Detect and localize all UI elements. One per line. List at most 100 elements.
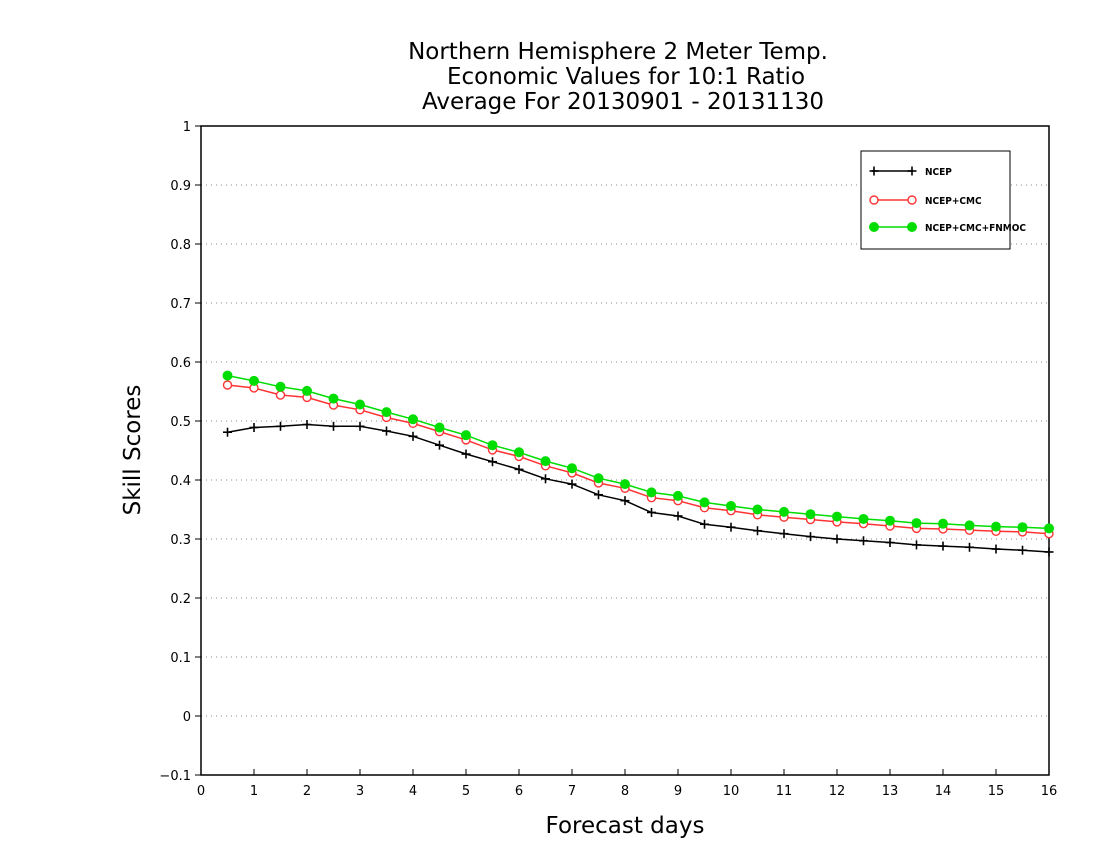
data-point — [435, 440, 444, 450]
gridlines — [201, 184, 1049, 717]
data-point — [647, 507, 656, 517]
y-tick-label: 1 — [183, 120, 191, 135]
x-tick-label: 9 — [674, 784, 682, 799]
x-tick-label: 13 — [882, 784, 899, 799]
x-tick-label: 3 — [356, 784, 364, 799]
data-point — [328, 393, 339, 404]
x-tick-label: 0 — [197, 784, 205, 799]
data-point — [885, 538, 895, 548]
axis-ticks: −0.100.10.20.30.40.50.60.70.80.910 1 2 3 4 5 6… — [159, 120, 1057, 799]
data-point — [408, 431, 418, 441]
data-point — [382, 426, 391, 436]
data-point — [991, 521, 1001, 532]
data-point — [488, 457, 497, 467]
data-point — [514, 447, 524, 458]
data-point — [461, 430, 471, 441]
legend-marker-right — [907, 166, 917, 176]
data-point — [646, 487, 657, 498]
legend-label: NCEP+CMC — [925, 196, 982, 207]
y-tick-label: 0.8 — [170, 238, 191, 253]
data-point — [567, 479, 577, 489]
y-tick-label: 0.6 — [170, 356, 191, 371]
data-point — [1044, 547, 1054, 557]
data-point — [329, 421, 338, 431]
legend-entry: NCEP — [869, 166, 952, 178]
data-point — [408, 414, 418, 425]
data-point — [673, 490, 683, 501]
series-line — [227, 384, 1050, 535]
data-point — [302, 385, 312, 396]
x-tick-label: 14 — [935, 784, 952, 799]
legend-entry: NCEP+CMC+FNMOC — [869, 222, 1026, 234]
legend-label: NCEP+CMC+FNMOC — [925, 223, 1026, 234]
data-point — [1044, 523, 1054, 534]
data-point — [381, 407, 392, 418]
x-tick-label: 5 — [462, 784, 470, 799]
data-point — [885, 515, 895, 526]
x-tick-label: 11 — [776, 784, 793, 799]
data-point — [223, 427, 232, 437]
data-point — [461, 449, 471, 459]
y-tick-label: 0.5 — [170, 415, 191, 430]
data-point — [779, 529, 789, 539]
data-point — [991, 544, 1001, 554]
data-point — [673, 511, 683, 521]
y-tick-label: 0.2 — [170, 592, 191, 607]
y-tick-label: 0 — [183, 710, 191, 725]
data-point — [620, 479, 630, 490]
data-point — [249, 422, 259, 432]
data-point — [302, 420, 312, 430]
data-point — [805, 509, 816, 520]
data-point — [964, 520, 975, 531]
x-tick-label: 7 — [568, 784, 576, 799]
x-tick-label: 2 — [303, 784, 311, 799]
y-tick-label: 0.1 — [170, 651, 191, 666]
data-point — [355, 399, 365, 410]
data-point — [355, 421, 365, 431]
y-tick-label: 0.4 — [170, 474, 191, 489]
x-tick-label: 8 — [621, 784, 629, 799]
data-point — [832, 511, 842, 522]
y-tick-label: 0.9 — [170, 179, 191, 194]
data-point — [859, 536, 868, 546]
data-point — [275, 381, 286, 392]
x-tick-label: 12 — [829, 784, 846, 799]
data-point — [779, 506, 789, 517]
title-line-2: Economic Values for 10:1 Ratio — [447, 64, 805, 90]
data-point — [858, 513, 869, 524]
data-point — [620, 496, 630, 506]
series-1 — [223, 420, 1054, 557]
data-point — [275, 390, 286, 400]
data-point — [222, 370, 233, 381]
data-point — [911, 518, 922, 529]
legend: NCEP NCEP+CMC NCEP+CMC+FNMOC — [860, 150, 1026, 250]
data-point — [700, 519, 709, 529]
data-point — [1017, 522, 1028, 533]
data-point — [726, 500, 736, 511]
legend-marker-left — [869, 166, 879, 176]
y-axis-label: Skill Scores — [120, 385, 146, 516]
data-point — [276, 421, 285, 431]
data-point — [249, 375, 259, 386]
data-point — [593, 473, 604, 484]
title-line-1: Northern Hemisphere 2 Meter Temp. — [408, 39, 828, 65]
y-tick-label: 0.3 — [170, 533, 191, 548]
legend-entry: NCEP+CMC — [869, 195, 982, 207]
data-point — [514, 464, 524, 474]
x-tick-label: 15 — [988, 784, 1005, 799]
data-point — [965, 542, 974, 552]
title-line-3: Average For 20130901 - 20131130 — [422, 89, 824, 115]
data-point — [938, 541, 948, 551]
data-point — [938, 518, 948, 529]
data-point — [832, 534, 842, 544]
data-point — [699, 497, 710, 508]
series-3 — [222, 370, 1054, 534]
y-tick-label: 0.7 — [170, 297, 191, 312]
x-tick-label: 10 — [723, 784, 740, 799]
chart-title: Northern Hemisphere 2 Meter Temp. Econom… — [408, 39, 828, 115]
legend-label: NCEP — [925, 167, 952, 178]
data-point — [912, 540, 921, 550]
data-point — [594, 490, 603, 500]
x-tick-label: 1 — [250, 784, 258, 799]
